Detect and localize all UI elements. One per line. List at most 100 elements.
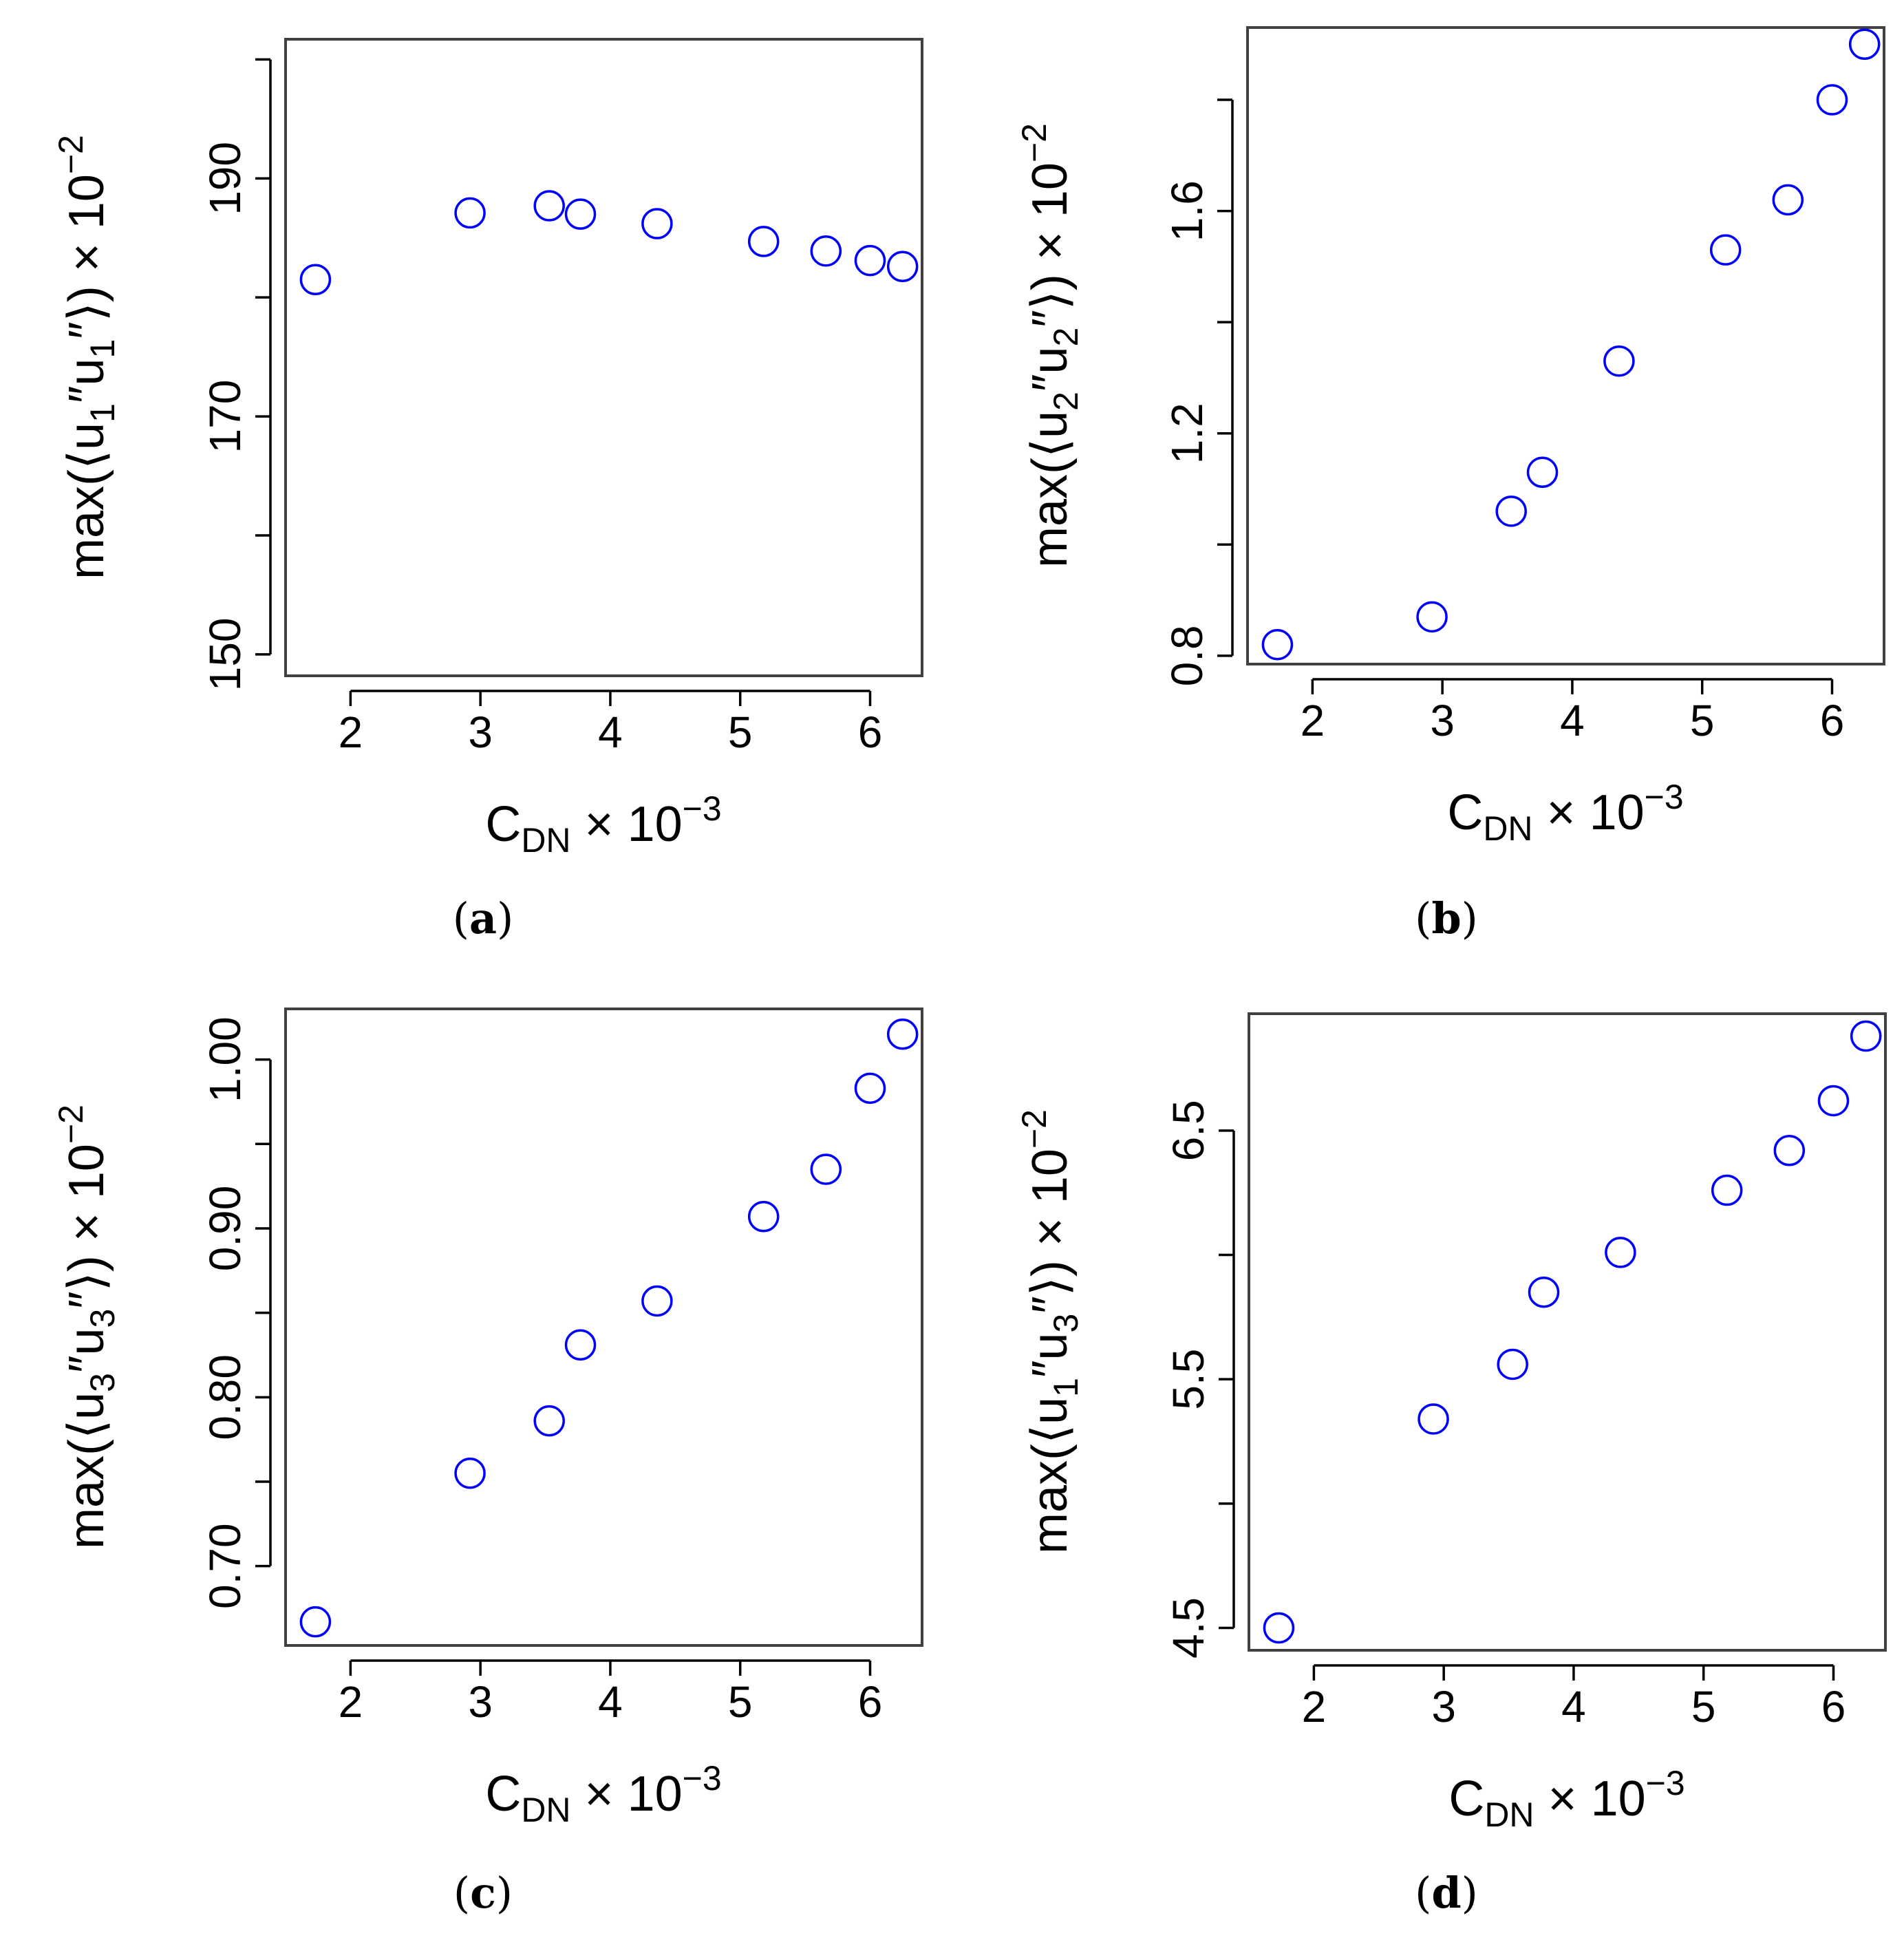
x-tick-label: 2 <box>1301 696 1325 745</box>
data-point <box>1772 184 1804 216</box>
y-axis: 150 170 190 <box>200 58 272 691</box>
panel-caption: (b) <box>1415 893 1478 944</box>
panel-caption: (c) <box>453 1868 513 1918</box>
y-axis: 4.5 5.5 6.5 <box>1164 1100 1235 1659</box>
x-tick-label: 2 <box>1302 1682 1327 1731</box>
data-point <box>1605 1237 1636 1268</box>
plot-frame <box>284 1008 923 1647</box>
data-point <box>747 1201 780 1233</box>
x-tick-label: 4 <box>1561 1682 1586 1731</box>
data-points <box>1263 1020 1882 1644</box>
y-axis-label: max(⟨u3″u3″⟩) × 10−2 <box>52 1105 122 1549</box>
panel-d: 2 3 4 5 6 4.5 5.5 6.5 CDN × 10−3 max(⟨u1″u3″⟩)… <box>1015 1012 1887 1918</box>
y-tick-label: 4.5 <box>1164 1597 1213 1659</box>
x-tick-label: 6 <box>858 707 883 757</box>
y-axis: 0.70 0.80 0.90 1.00 <box>200 1016 272 1609</box>
y-tick-label: 1.6 <box>1162 180 1212 242</box>
data-point <box>810 235 842 267</box>
data-point <box>1526 456 1559 489</box>
data-point <box>1817 1085 1850 1117</box>
panel-caption: (a) <box>453 893 514 944</box>
data-point <box>1603 345 1635 377</box>
x-axis: 2 3 4 5 6 <box>339 690 883 757</box>
data-point <box>1261 628 1294 661</box>
data-point <box>854 1072 886 1105</box>
data-point <box>454 197 486 229</box>
y-tick-label: 0.8 <box>1162 625 1212 686</box>
data-point <box>299 1606 332 1638</box>
y-axis-label: max(⟨u1″u3″⟩) × 10−2 <box>1015 1109 1085 1554</box>
data-point <box>810 1153 842 1185</box>
y-tick-label: 150 <box>200 617 250 691</box>
x-axis: 2 3 4 5 6 <box>339 1659 883 1727</box>
data-point <box>1816 84 1848 116</box>
data-point <box>299 264 332 296</box>
data-point <box>641 208 673 239</box>
x-tick-label: 2 <box>339 707 363 757</box>
data-point <box>886 251 919 282</box>
plot-frame <box>1248 1012 1887 1652</box>
x-axis-label: CDN × 10−3 <box>485 789 721 860</box>
data-points <box>299 190 919 296</box>
x-tick-label: 3 <box>468 707 493 757</box>
data-point <box>1418 1403 1449 1435</box>
x-tick-label: 4 <box>598 1677 623 1727</box>
y-tick-label: 1.00 <box>200 1016 250 1102</box>
x-tick-label: 5 <box>728 707 753 757</box>
data-points <box>299 1019 919 1638</box>
data-point <box>1850 1020 1882 1052</box>
x-tick-label: 4 <box>598 707 623 757</box>
data-point <box>886 1019 919 1050</box>
y-tick-label: 5.5 <box>1164 1349 1213 1410</box>
x-tick-label: 5 <box>728 1677 753 1727</box>
x-tick-label: 5 <box>1690 696 1715 745</box>
data-point <box>1263 1612 1295 1644</box>
data-point <box>1416 601 1448 633</box>
plot-frame <box>1246 26 1885 665</box>
panel-b: 2 3 4 5 6 0.8 1.2 1.6 CDN × 10−3 max(⟨u2″u2″⟩)… <box>1015 26 1885 944</box>
y-axis: 0.8 1.2 1.6 <box>1162 98 1234 686</box>
x-axis: 2 3 4 5 6 <box>1302 1664 1846 1731</box>
data-points <box>1261 28 1881 661</box>
data-point <box>1848 28 1881 60</box>
x-tick-label: 3 <box>1430 696 1455 745</box>
data-point <box>1711 1174 1743 1206</box>
data-point <box>1528 1276 1560 1308</box>
x-axis: 2 3 4 5 6 <box>1301 678 1845 745</box>
y-tick-label: 6.5 <box>1164 1100 1213 1161</box>
x-tick-label: 5 <box>1691 1682 1716 1731</box>
x-tick-label: 3 <box>468 1677 493 1727</box>
y-axis-label: max(⟨u2″u2″⟩) × 10−2 <box>1015 123 1085 568</box>
data-point <box>533 1405 565 1437</box>
panel-caption: (d) <box>1415 1868 1478 1918</box>
y-tick-label: 0.80 <box>200 1354 250 1440</box>
panel-c: 2 3 4 5 6 0.70 0.80 0.90 1.00 CDN × 10−3 max(⟨u… <box>52 1008 923 1918</box>
plot-frame <box>284 38 923 677</box>
y-tick-label: 0.90 <box>200 1186 250 1272</box>
y-tick-label: 190 <box>200 142 250 215</box>
data-point <box>641 1285 673 1317</box>
y-tick-label: 170 <box>200 380 250 454</box>
x-tick-label: 6 <box>1821 1682 1846 1731</box>
data-point <box>1497 1348 1528 1381</box>
panel-a: 2 3 4 5 6 150 170 190 CDN × 10−3 max(⟨u1″u1″⟩)… <box>52 38 923 944</box>
x-axis-label: CDN × 10−3 <box>1447 778 1683 848</box>
x-tick-label: 4 <box>1560 696 1585 745</box>
x-axis-label: CDN × 10−3 <box>485 1759 721 1829</box>
data-point <box>454 1457 486 1489</box>
data-point <box>564 1329 597 1361</box>
y-tick-label: 1.2 <box>1162 403 1212 464</box>
data-point <box>533 190 565 222</box>
x-axis-label: CDN × 10−3 <box>1448 1764 1684 1834</box>
data-point <box>1495 495 1527 527</box>
data-point <box>564 198 597 230</box>
data-point <box>1773 1134 1806 1166</box>
x-tick-label: 6 <box>858 1677 883 1727</box>
data-point <box>747 226 780 257</box>
data-point <box>854 244 886 277</box>
x-tick-label: 6 <box>1820 696 1845 745</box>
y-axis-label: max(⟨u1″u1″⟩) × 10−2 <box>52 135 122 579</box>
x-tick-label: 3 <box>1431 1682 1456 1731</box>
y-tick-label: 0.70 <box>200 1523 250 1609</box>
